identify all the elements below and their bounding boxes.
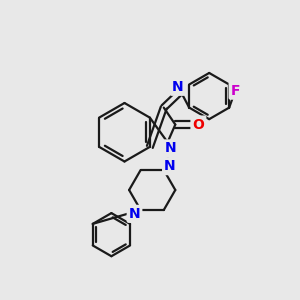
Text: N: N bbox=[164, 159, 176, 173]
Text: F: F bbox=[231, 84, 240, 98]
Text: N: N bbox=[172, 80, 183, 94]
Text: N: N bbox=[129, 207, 140, 221]
Text: O: O bbox=[193, 118, 204, 131]
Text: N: N bbox=[165, 141, 176, 155]
